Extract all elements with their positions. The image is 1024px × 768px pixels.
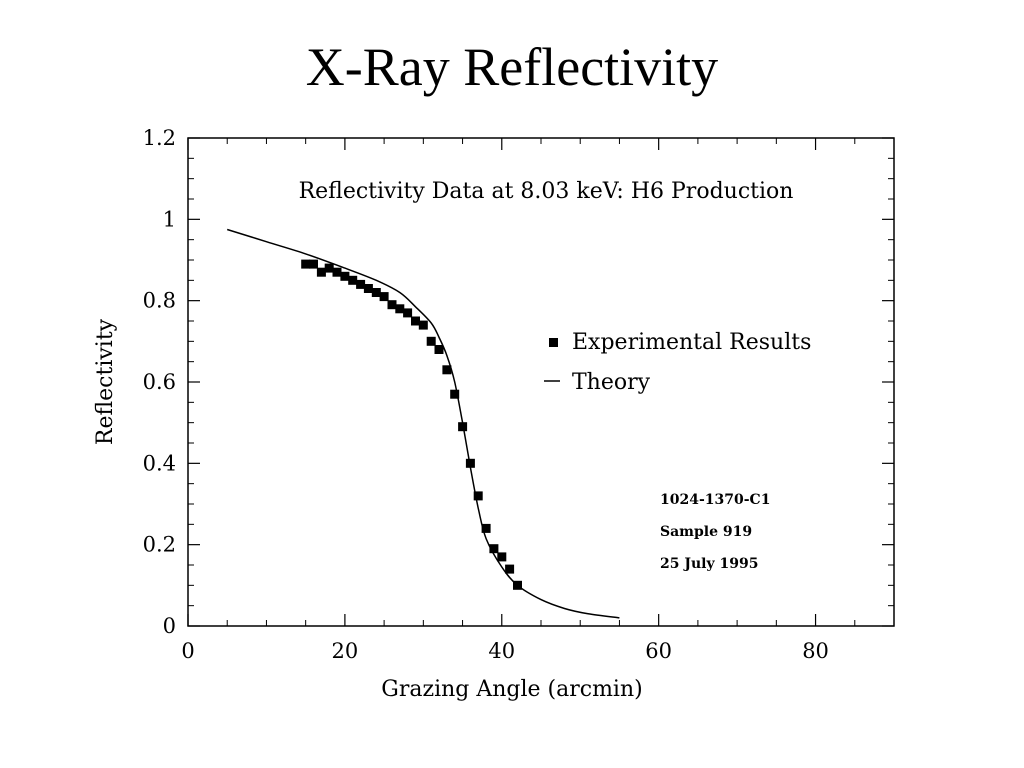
legend-label-experimental: Experimental Results: [572, 330, 811, 355]
x-tick-label: 0: [181, 639, 194, 663]
experimental-point: [340, 271, 350, 281]
experimental-point: [371, 288, 381, 297]
experimental-point: [363, 284, 373, 293]
experimental-point: [473, 491, 483, 501]
y-tick-label: 0.2: [143, 533, 176, 557]
y-tick-label: 0: [163, 614, 176, 638]
experimental-point: [434, 345, 444, 354]
legend-marker-experimental: [549, 338, 558, 347]
x-tick-label: 80: [802, 639, 829, 663]
experimental-point: [450, 389, 460, 399]
experimental-point: [379, 292, 389, 302]
experimental-point: [481, 523, 491, 533]
y-tick-label: 0.4: [143, 451, 176, 475]
experimental-point: [387, 300, 397, 310]
slide-title: X-Ray Reflectivity: [305, 37, 719, 97]
experimental-point: [497, 552, 507, 562]
annotation-sample-id: 1024-1370-C1: [660, 492, 770, 508]
x-tick-label: 60: [645, 639, 672, 663]
plot-frame: [187, 137, 895, 627]
axis-ticks: [187, 137, 894, 627]
legend-label-theory: Theory: [572, 370, 651, 395]
y-tick-label: 0.6: [143, 370, 176, 394]
experimental-point: [301, 259, 311, 269]
annotation-sample-number: Sample 919: [660, 524, 752, 540]
plot-title: Reflectivity Data at 8.03 keV: H6 Produc…: [299, 179, 794, 204]
experimental-point: [324, 263, 334, 273]
x-tick-label: 20: [332, 639, 359, 663]
experimental-point: [356, 279, 366, 289]
y-axis-title: Reflectivity: [93, 318, 118, 445]
y-tick-label: 0.8: [143, 289, 176, 313]
experimental-point: [418, 320, 428, 330]
sample-annotations: 1024-1370-C1 Sample 919 25 July 1995: [660, 492, 770, 572]
annotation-date: 25 July 1995: [660, 556, 758, 572]
series-layer: [226, 228, 620, 619]
experimental-point: [458, 422, 468, 432]
experimental-point: [348, 275, 358, 285]
experimental-point: [411, 316, 420, 326]
y-tick-label: 1.2: [143, 126, 176, 150]
x-axis-title: Grazing Angle (arcmin): [381, 677, 642, 702]
experimental-point: [513, 580, 522, 590]
experimental-point: [442, 365, 452, 375]
theory-line: [226, 228, 620, 619]
legend: Experimental Results Theory: [544, 330, 811, 395]
experimental-point: [316, 267, 326, 277]
x-tick-label: 40: [488, 639, 515, 663]
axis-tick-labels: 0 20 40 60 80 0 0.2 0.4 0.6 0.8 1 1.2: [143, 126, 829, 663]
experimental-point: [505, 564, 515, 574]
y-tick-label: 1: [163, 207, 176, 231]
experimental-point: [332, 267, 342, 277]
experimental-point: [309, 259, 318, 269]
experimental-point: [403, 308, 413, 318]
experimental-point: [465, 458, 475, 468]
experimental-point: [426, 336, 436, 346]
experimental-point: [395, 304, 405, 314]
experimental-point: [489, 544, 499, 554]
